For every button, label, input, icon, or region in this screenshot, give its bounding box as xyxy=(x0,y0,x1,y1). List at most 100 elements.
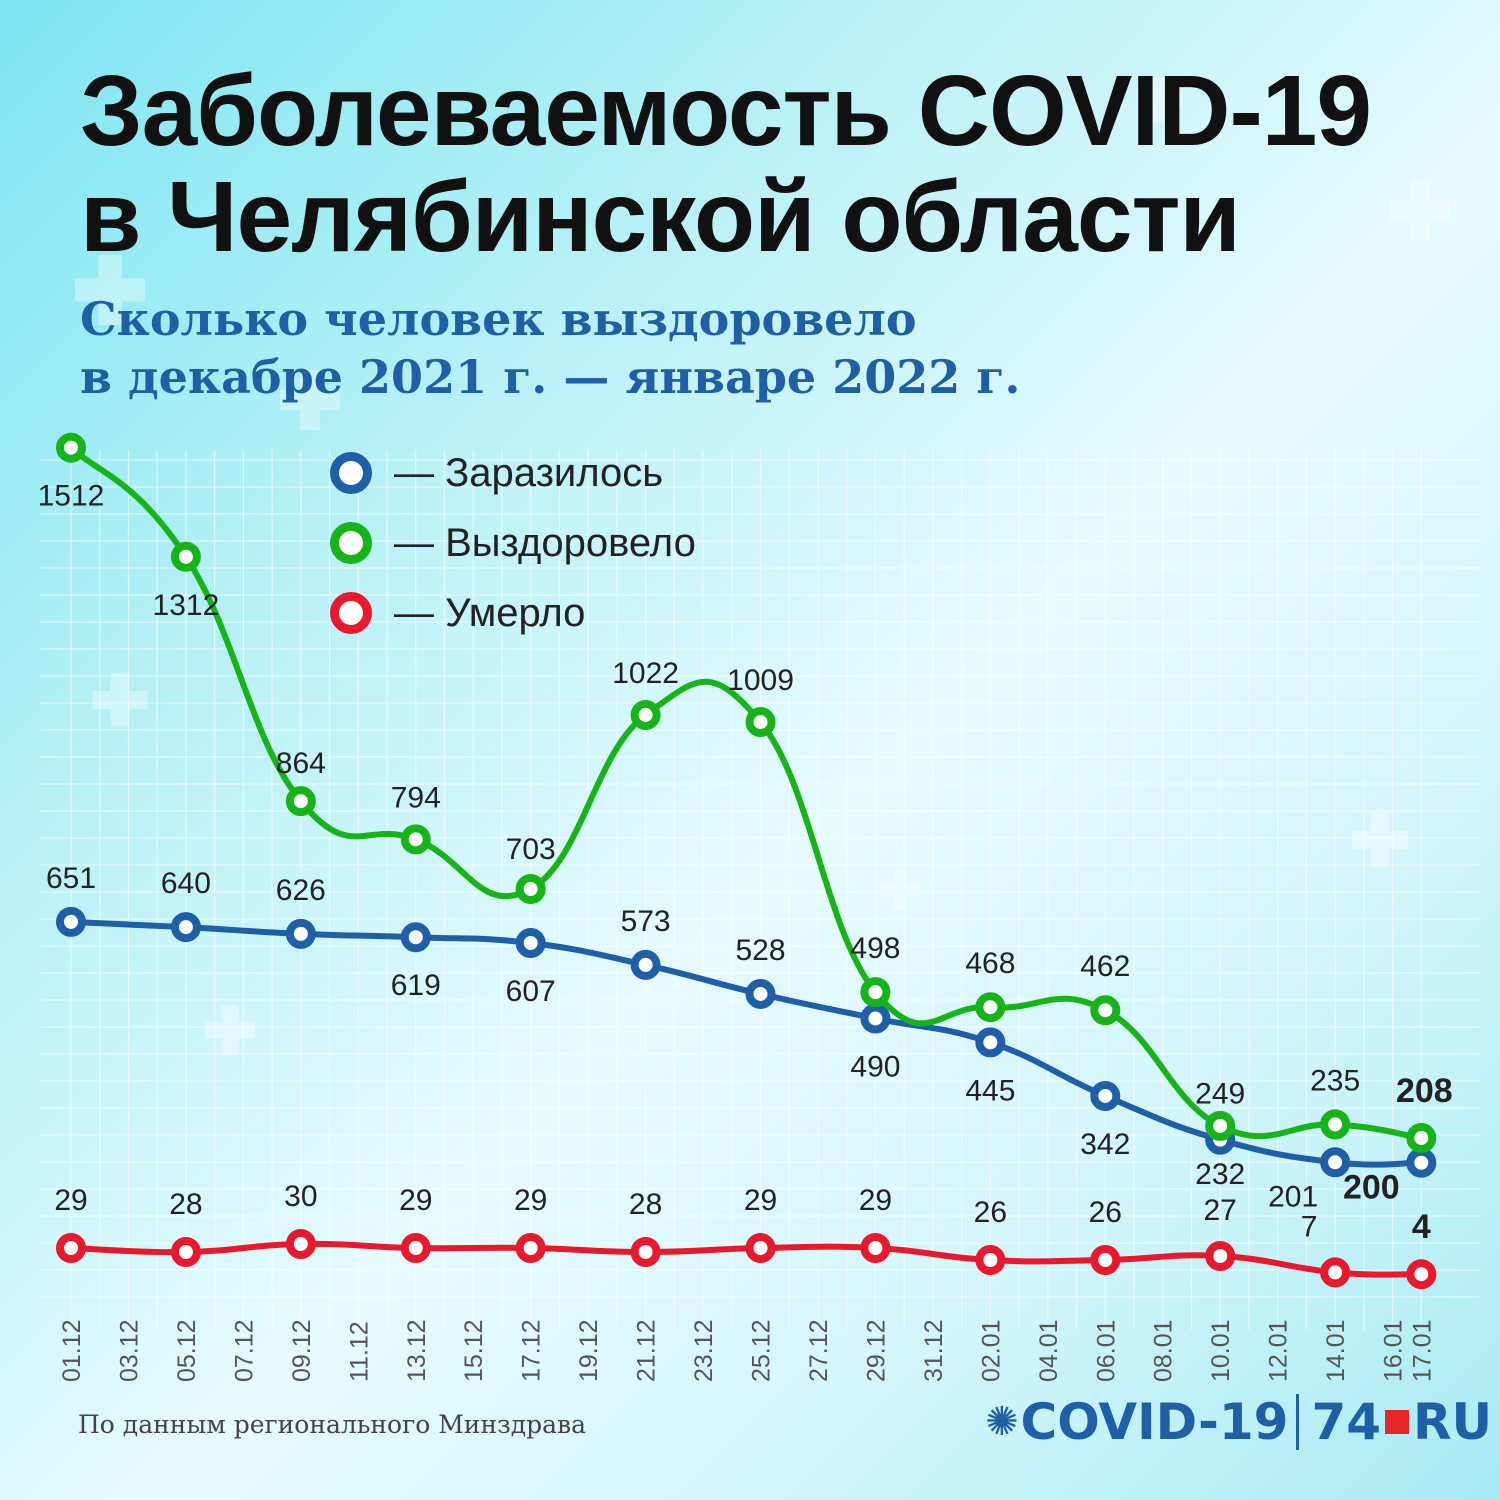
point-infected-25.12 xyxy=(745,978,776,1009)
point-died-21.12 xyxy=(630,1237,661,1267)
point-died-25.12 xyxy=(745,1233,776,1263)
point-died-05.12 xyxy=(170,1237,201,1267)
title-line-1: Заболеваемость COVID-19 xyxy=(80,55,1372,167)
x-tick-label-7: 15.12 xyxy=(460,1319,488,1382)
data-label-recovered-25.12: 1009 xyxy=(727,664,794,697)
data-label-died-29.12: 29 xyxy=(859,1184,892,1217)
series-line-recovered xyxy=(68,444,1425,1141)
point-died-06.01 xyxy=(1090,1245,1121,1275)
data-label-infected-17.01: 200 xyxy=(1343,1169,1400,1207)
point-recovered-29.12 xyxy=(860,977,891,1008)
x-tick-label-4: 09.12 xyxy=(288,1319,316,1382)
data-label-died-14.01: 7 xyxy=(1301,1210,1318,1243)
data-label-infected-01.12: 651 xyxy=(46,862,96,895)
logo-covid-text: COVID-19 xyxy=(1020,1393,1289,1451)
data-label-recovered-13.12: 794 xyxy=(391,781,441,814)
point-infected-17.12 xyxy=(515,928,546,958)
data-label-infected-29.12: 490 xyxy=(850,1050,900,1083)
x-tick-label-24: 17.01 xyxy=(1408,1319,1436,1382)
data-label-infected-09.12: 626 xyxy=(276,874,326,907)
background-cross-4 xyxy=(1390,180,1450,240)
x-tick-label-21: 12.01 xyxy=(1265,1319,1293,1382)
data-label-died-13.12: 29 xyxy=(399,1184,432,1217)
x-tick-label-19: 08.01 xyxy=(1150,1319,1178,1382)
page-title: Заболеваемость COVID-19 в Челябинской об… xyxy=(80,55,1372,273)
legend-label-infected: — Заразилось xyxy=(394,450,664,495)
point-infected-01.12 xyxy=(56,906,86,937)
x-tick-label-13: 27.12 xyxy=(805,1319,833,1382)
logo-divider xyxy=(1296,1394,1300,1450)
point-recovered-02.01 xyxy=(975,992,1006,1023)
x-tick-label-23: 16.01 xyxy=(1380,1319,1408,1382)
brand-logo: ✺ COVID-19 74 RU xyxy=(985,1393,1492,1451)
x-tick-label-20: 10.01 xyxy=(1207,1319,1235,1382)
source-note: По данным регионального Минздрава xyxy=(78,1410,587,1439)
data-label-recovered-17.12: 703 xyxy=(506,833,556,866)
data-label-died-21.12: 28 xyxy=(629,1188,662,1221)
x-tick-label-2: 05.12 xyxy=(173,1319,201,1382)
data-label-infected-02.01: 445 xyxy=(965,1074,1015,1107)
x-tick-label-15: 31.12 xyxy=(920,1319,948,1382)
data-label-infected-13.12: 619 xyxy=(391,969,441,1002)
point-died-02.01 xyxy=(975,1245,1006,1275)
x-tick-label-6: 13.12 xyxy=(403,1319,431,1382)
point-infected-06.01 xyxy=(1090,1080,1121,1111)
background-cross-3 xyxy=(205,1005,256,1055)
legend-marker-died xyxy=(330,592,372,634)
data-label-recovered-05.12: 1312 xyxy=(153,589,220,622)
data-label-died-01.12: 29 xyxy=(54,1184,87,1217)
x-tick-label-17: 04.01 xyxy=(1035,1319,1063,1382)
point-recovered-21.12 xyxy=(630,699,661,730)
legend-label-recovered: — Выздоровело xyxy=(394,520,696,565)
x-tick-label-9: 19.12 xyxy=(575,1319,603,1382)
data-label-died-02.01: 26 xyxy=(974,1196,1007,1229)
legend-item-died: — Умерло xyxy=(330,578,696,648)
point-infected-13.12 xyxy=(400,922,431,953)
page-subtitle: Сколько человек выздоровело в декабре 20… xyxy=(80,290,1020,406)
subtitle-line-2: в декабре 2021 г. — январе 2022 г. xyxy=(80,350,1021,404)
title-line-2: в Челябинской области xyxy=(80,161,1241,273)
point-recovered-14.01 xyxy=(1320,1109,1351,1140)
data-label-recovered-10.01: 232 xyxy=(1195,1158,1245,1191)
virus-icon: ✺ xyxy=(985,1399,1019,1445)
chart-legend: — Заразилось — Выздоровело — Умерло xyxy=(330,438,696,648)
data-label-recovered-09.12: 864 xyxy=(276,747,326,780)
data-label-died-09.12: 30 xyxy=(284,1180,317,1213)
point-died-17.01 xyxy=(1406,1259,1437,1290)
data-label-died-10.01: 27 xyxy=(1204,1194,1237,1227)
background-cross-0 xyxy=(74,255,145,326)
point-died-01.12 xyxy=(56,1233,86,1263)
point-died-09.12 xyxy=(285,1229,316,1259)
point-recovered-06.01 xyxy=(1090,995,1121,1026)
x-tick-label-8: 17.12 xyxy=(518,1319,546,1382)
x-tick-label-3: 07.12 xyxy=(230,1319,258,1382)
point-died-14.01 xyxy=(1320,1257,1351,1288)
data-label-recovered-29.12: 498 xyxy=(850,932,900,965)
data-label-died-17.12: 29 xyxy=(514,1184,547,1217)
point-infected-05.12 xyxy=(170,912,201,943)
data-label-infected-25.12: 528 xyxy=(735,934,785,967)
data-label-recovered-06.01: 462 xyxy=(1080,950,1130,983)
legend-marker-recovered xyxy=(330,522,372,564)
subtitle-line-1: Сколько человек выздоровело xyxy=(80,292,917,346)
point-infected-09.12 xyxy=(285,918,316,949)
x-tick-label-14: 29.12 xyxy=(862,1319,890,1382)
point-died-10.01 xyxy=(1205,1241,1236,1271)
data-label-recovered-01.12: 1512 xyxy=(38,480,105,513)
point-recovered-17.12 xyxy=(515,874,546,904)
x-tick-label-18: 06.01 xyxy=(1092,1319,1120,1382)
background-cross-2 xyxy=(92,672,148,728)
data-label-infected-05.12: 640 xyxy=(161,867,211,900)
data-label-died-05.12: 28 xyxy=(169,1188,202,1221)
background-cross-5 xyxy=(1137,77,1183,123)
point-recovered-13.12 xyxy=(400,824,431,855)
point-recovered-05.12 xyxy=(170,541,201,572)
point-died-29.12 xyxy=(860,1233,891,1263)
data-label-infected-21.12: 573 xyxy=(621,905,671,938)
data-label-recovered-02.01: 468 xyxy=(965,947,1015,980)
point-died-17.12 xyxy=(515,1233,546,1263)
logo-number: 74 xyxy=(1311,1393,1382,1451)
background-cross-1 xyxy=(280,370,340,430)
